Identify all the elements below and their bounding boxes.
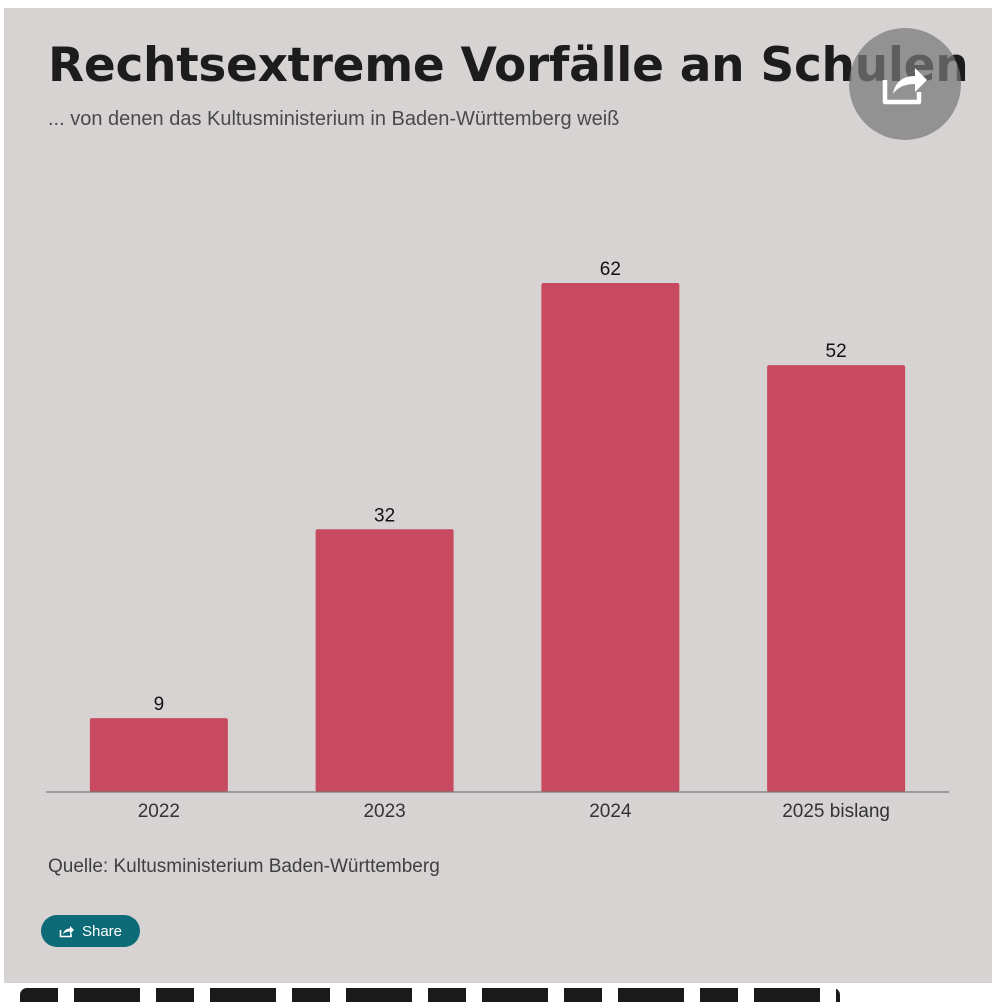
data-label-2022: 9	[154, 694, 165, 715]
bar-2025-bislang	[767, 365, 906, 792]
x-tick-label-2025-bislang: 2025 bislang	[782, 801, 890, 822]
share-icon	[59, 926, 74, 938]
chart-title: Rechtsextreme Vorfälle an Schulen	[48, 38, 969, 93]
x-tick-label-2022: 2022	[138, 801, 180, 822]
bar-2023	[315, 529, 454, 792]
data-label-2024: 62	[600, 259, 621, 280]
cutoff-next-heading	[20, 988, 840, 1002]
share-button[interactable]: Share	[41, 915, 140, 947]
share-button-label: Share	[81, 922, 123, 940]
x-tick-label-2023: 2023	[363, 801, 405, 822]
bar-2024	[541, 283, 680, 792]
bar-2022	[89, 718, 228, 792]
source-note: Quelle: Kultusministerium Baden-Württemb…	[48, 856, 440, 877]
x-tick-label-2024: 2024	[589, 801, 632, 822]
data-label-2023: 32	[374, 505, 395, 526]
share-fab-button[interactable]	[849, 28, 961, 140]
data-label-2025-bislang: 52	[826, 341, 847, 362]
chart-subtitle: ... von denen das Kultusministerium in B…	[48, 108, 620, 130]
share-arrow-icon	[882, 68, 927, 105]
